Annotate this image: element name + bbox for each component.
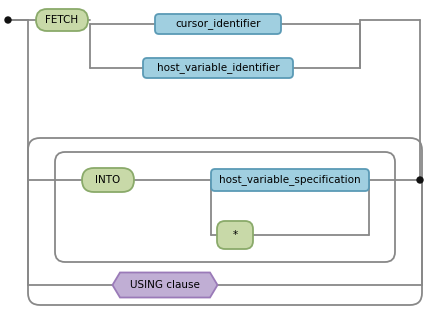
Polygon shape — [112, 273, 217, 297]
FancyBboxPatch shape — [36, 9, 88, 31]
FancyBboxPatch shape — [217, 221, 253, 249]
FancyBboxPatch shape — [143, 58, 293, 78]
Circle shape — [417, 177, 423, 183]
FancyBboxPatch shape — [211, 169, 369, 191]
Text: host_variable_identifier: host_variable_identifier — [157, 62, 279, 73]
Text: cursor_identifier: cursor_identifier — [175, 19, 261, 30]
Text: USING clause: USING clause — [130, 280, 200, 290]
Circle shape — [5, 17, 11, 23]
Text: FETCH: FETCH — [46, 15, 79, 25]
Text: INTO: INTO — [95, 175, 121, 185]
FancyBboxPatch shape — [82, 168, 134, 192]
FancyBboxPatch shape — [155, 14, 281, 34]
Text: host_variable_specification: host_variable_specification — [219, 175, 361, 186]
Text: *: * — [233, 230, 237, 240]
